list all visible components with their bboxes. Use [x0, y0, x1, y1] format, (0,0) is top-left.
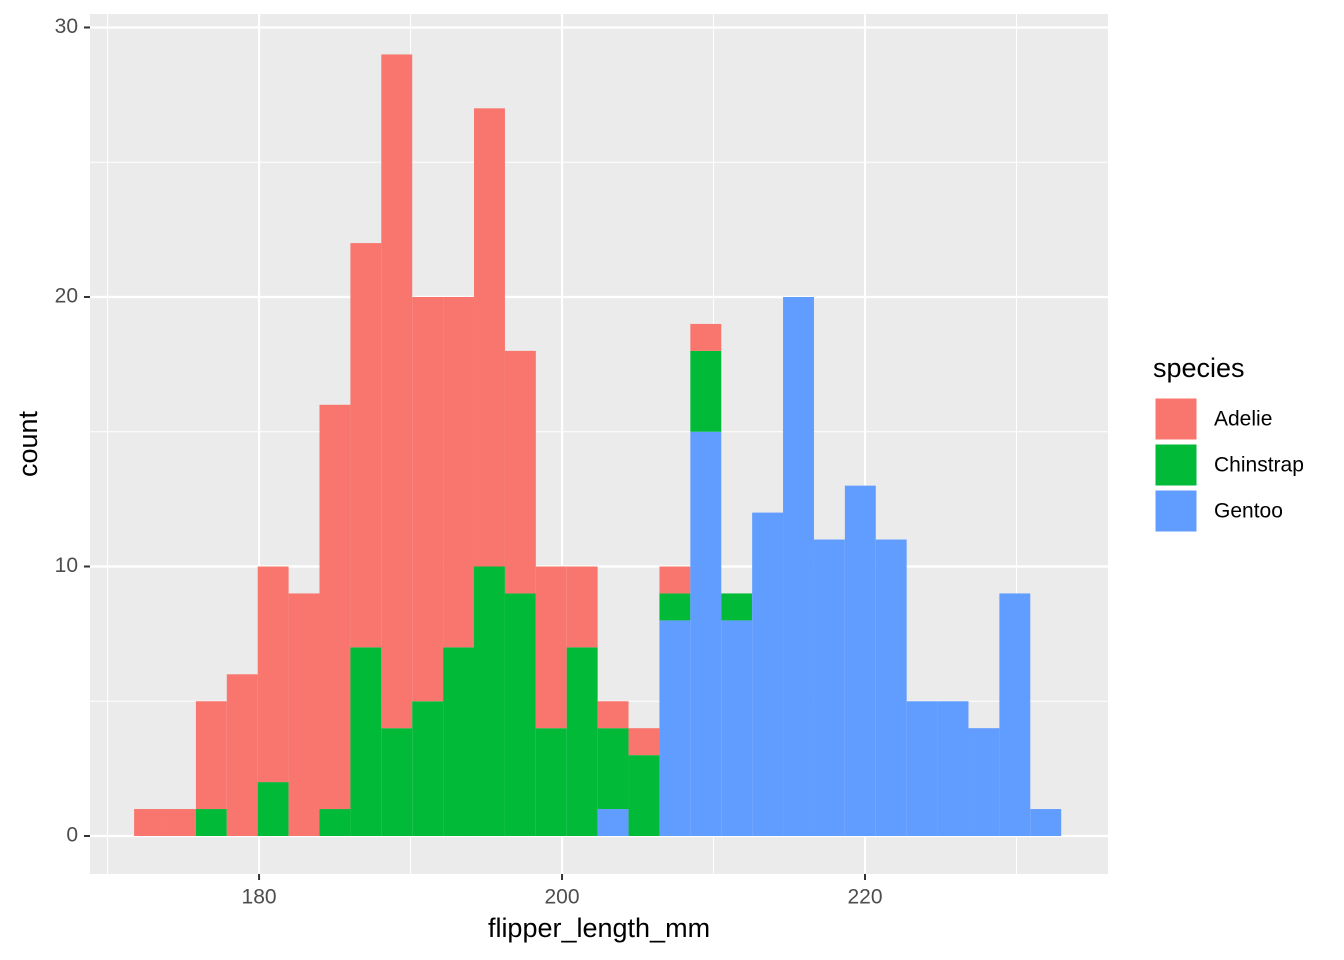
bar [690, 323, 722, 351]
bar [226, 674, 258, 836]
bar [164, 809, 196, 836]
bar [906, 701, 938, 836]
bar [628, 728, 660, 756]
bar [721, 593, 753, 621]
bar [1030, 809, 1062, 836]
bar [443, 647, 475, 836]
legend-key [1154, 443, 1198, 487]
x-tick-label: 220 [847, 886, 882, 909]
bar [628, 755, 660, 836]
bar [535, 728, 567, 836]
bars [134, 54, 1062, 836]
bar [937, 701, 969, 836]
bar [597, 701, 629, 729]
bar [566, 647, 598, 836]
y-tick-label: 20 [55, 285, 78, 308]
legend: Adelie Chinstrap Gentoo [1154, 397, 1304, 533]
bar [412, 296, 444, 702]
bar [412, 701, 444, 836]
bar [134, 809, 165, 836]
bar [381, 728, 413, 836]
bar [319, 404, 351, 810]
bar [690, 350, 722, 432]
bar [381, 54, 413, 729]
bar [597, 728, 629, 810]
bar [875, 539, 907, 836]
y-tick-label: 10 [55, 554, 78, 577]
bar [257, 566, 289, 783]
x-tick-label: 180 [242, 886, 277, 909]
x-tick-label: 200 [545, 886, 580, 909]
bar [474, 566, 505, 836]
bar [195, 809, 227, 836]
y-tick-label: 0 [66, 824, 78, 847]
bar [813, 539, 845, 836]
bar [195, 701, 227, 810]
x-axis-title: flipper_length_mm [488, 913, 710, 943]
legend-key [1154, 397, 1198, 441]
bar [597, 809, 629, 836]
bar [844, 485, 876, 836]
legend-label: Gentoo [1214, 500, 1283, 523]
bar [566, 566, 598, 648]
bar [288, 593, 320, 836]
bar [443, 296, 475, 648]
bar [659, 620, 691, 836]
bar [474, 108, 505, 567]
bar [783, 296, 814, 836]
bar [504, 350, 536, 594]
bar [350, 243, 382, 648]
legend-label: Adelie [1214, 408, 1272, 431]
bar [535, 566, 567, 729]
legend-key [1154, 489, 1198, 533]
bar [350, 647, 382, 836]
bar [968, 728, 1000, 836]
y-tick-label: 30 [55, 15, 78, 38]
bar [257, 782, 289, 836]
bar [659, 593, 691, 621]
bar [504, 593, 536, 836]
bar [690, 431, 722, 836]
legend-label: Chinstrap [1214, 454, 1304, 477]
bar [659, 566, 691, 594]
bar [752, 512, 784, 836]
bar [721, 620, 753, 836]
bar [319, 809, 351, 836]
axes: 180 200 220 0 10 20 30 [55, 15, 883, 909]
bar [999, 593, 1031, 836]
y-axis-title: count [13, 410, 43, 477]
legend-title: species [1153, 353, 1245, 383]
